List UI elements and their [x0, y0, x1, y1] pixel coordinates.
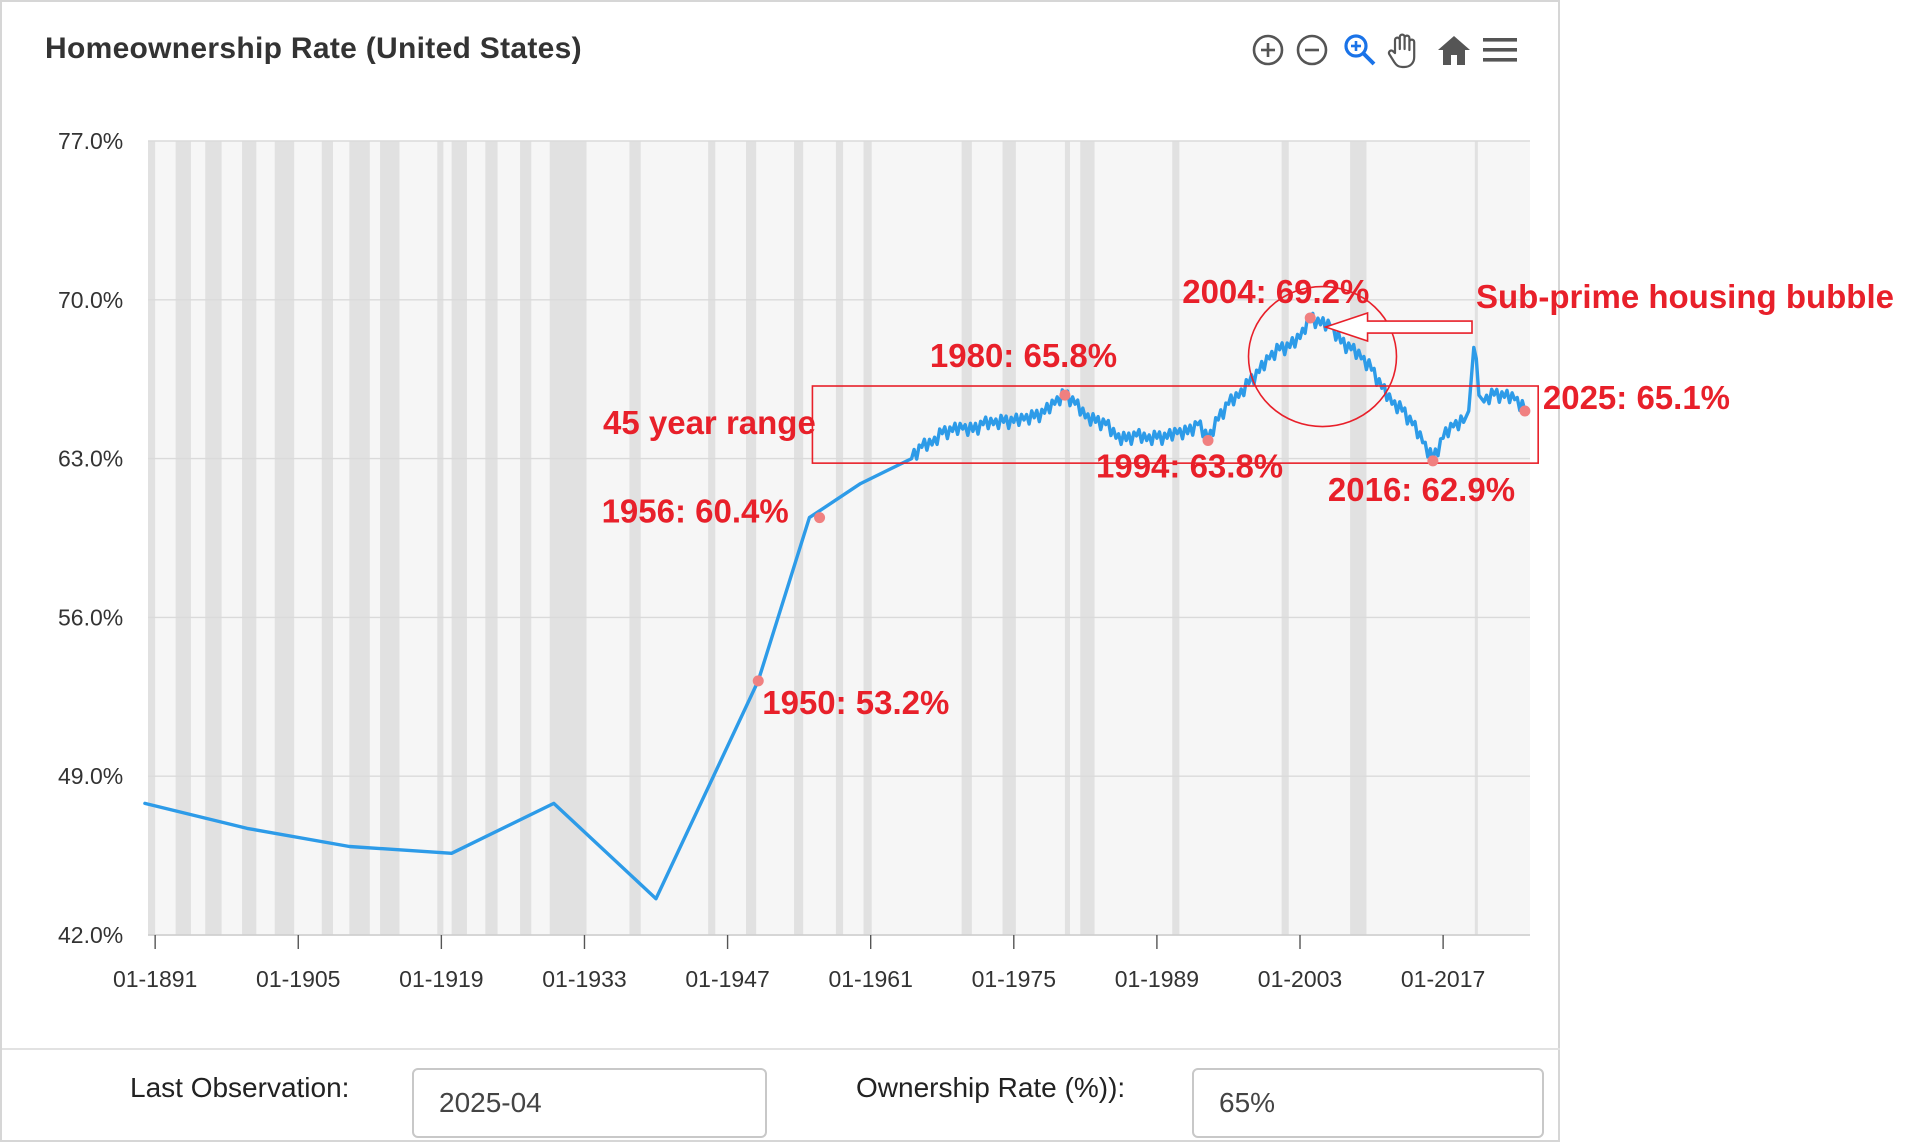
x-tick-label: 01-1961: [828, 966, 912, 992]
recession-band: [321, 141, 334, 935]
y-tick-label: 56.0%: [58, 604, 123, 630]
annotation-1950: 1950: 53.2%: [762, 684, 949, 721]
x-tick-label: 01-2017: [1401, 966, 1485, 992]
recession-band: [485, 141, 498, 935]
bubble-highlight-circle: [1247, 285, 1398, 428]
recession-band: [148, 141, 156, 935]
reset-home-icon[interactable]: [1434, 30, 1474, 70]
recession-band: [1002, 141, 1016, 935]
recession-band: [745, 141, 757, 935]
recession-band: [794, 141, 804, 935]
highlight-marker: [1202, 434, 1214, 446]
menu-icon[interactable]: [1480, 30, 1520, 70]
annotation-2004: 2004: 69.2%: [1182, 273, 1369, 310]
annotation-subprime-bubble: Sub-prime housing bubble: [1476, 278, 1894, 315]
selection-zoom-icon[interactable]: [1340, 30, 1380, 70]
recession-band: [1474, 141, 1478, 935]
ownership-rate-field[interactable]: [1192, 1068, 1544, 1138]
recession-band: [242, 141, 257, 935]
recession-band: [629, 141, 641, 935]
x-tick-label: 01-1989: [1115, 966, 1199, 992]
highlight-marker: [1304, 312, 1316, 324]
highlight-marker: [1427, 455, 1439, 467]
last-observation-field[interactable]: [412, 1068, 767, 1138]
highlight-marker: [814, 512, 826, 524]
y-tick-label: 77.0%: [58, 128, 123, 154]
x-tick-label: 01-1933: [542, 966, 626, 992]
zoom-in-icon[interactable]: [1248, 30, 1288, 70]
annotation-1994: 1994: 63.8%: [1096, 447, 1283, 484]
footer-divider: [2, 1048, 1560, 1050]
recession-band: [1172, 141, 1180, 935]
recession-band: [1064, 141, 1071, 935]
bubble-arrow: [1323, 311, 1473, 343]
x-tick-label: 01-1919: [399, 966, 483, 992]
annotation-45-year-range: 45 year range: [603, 404, 816, 441]
recession-band: [1281, 141, 1289, 935]
last-observation-label: Last Observation:: [130, 1072, 350, 1103]
pan-hand-icon[interactable]: [1385, 30, 1425, 70]
recession-band: [274, 141, 295, 935]
y-tick-label: 42.0%: [58, 922, 123, 948]
highlight-marker: [1059, 389, 1071, 401]
x-tick-label: 01-2003: [1258, 966, 1342, 992]
zoom-out-icon[interactable]: [1292, 30, 1332, 70]
recession-band: [708, 141, 716, 935]
series-line: [143, 311, 1527, 901]
highlight-marker: [1519, 405, 1531, 417]
recession-band: [349, 141, 370, 935]
annotation-2016: 2016: 62.9%: [1328, 471, 1515, 508]
recession-band: [437, 141, 444, 935]
page-title: Homeownership Rate (United States): [45, 32, 582, 65]
x-tick-label: 01-1947: [685, 966, 769, 992]
recession-band: [380, 141, 400, 935]
recession-band: [205, 141, 222, 935]
annotation-1956: 1956: 60.4%: [602, 493, 789, 530]
recession-band: [835, 141, 844, 935]
recession-band: [1080, 141, 1095, 935]
annotation-1980: 1980: 65.8%: [930, 337, 1117, 374]
recession-band: [549, 141, 587, 935]
highlight-marker: [752, 675, 764, 687]
annotation-2025: 2025: 65.1%: [1543, 379, 1730, 416]
y-tick-label: 63.0%: [58, 446, 123, 472]
ownership-rate-label: Ownership Rate (%)):: [856, 1072, 1126, 1103]
x-tick-label: 01-1975: [972, 966, 1056, 992]
recession-band: [863, 141, 872, 935]
recession-band: [175, 141, 191, 935]
y-tick-label: 49.0%: [58, 763, 123, 789]
y-tick-label: 70.0%: [58, 287, 123, 313]
recession-band: [961, 141, 972, 935]
recession-band: [520, 141, 532, 935]
range-box: [811, 385, 1539, 464]
recession-band: [451, 141, 467, 935]
x-tick-label: 01-1905: [256, 966, 340, 992]
recession-band: [1350, 141, 1367, 935]
x-tick-label: 01-1891: [113, 966, 197, 992]
